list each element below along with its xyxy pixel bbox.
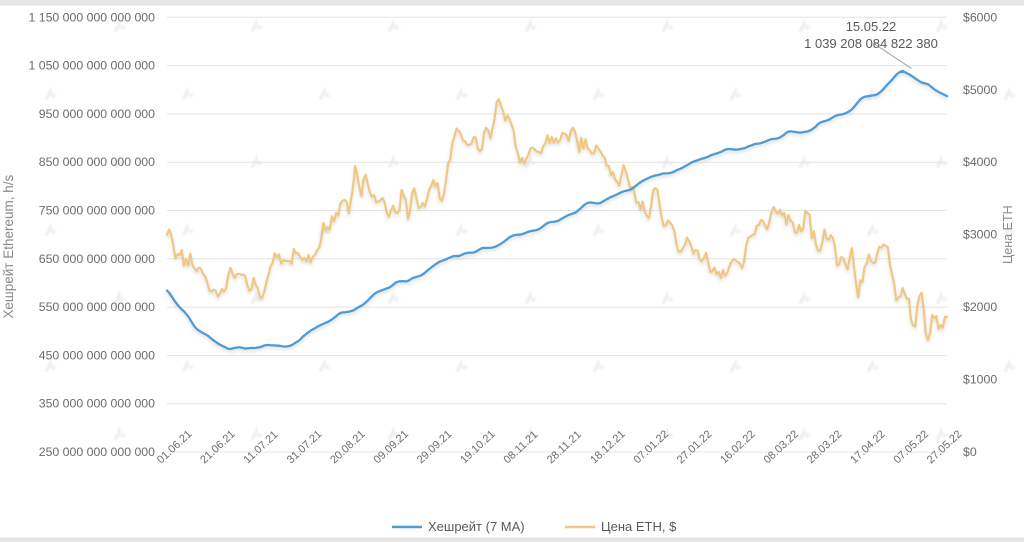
svg-text:250 000 000 000 000: 250 000 000 000 000 [39,445,155,459]
svg-text:550 000 000 000 000: 550 000 000 000 000 [39,300,155,314]
svg-text:31.07.21: 31.07.21 [285,428,325,466]
svg-text:08.03.22: 08.03.22 [762,428,802,466]
svg-text:1 050 000 000 000 000: 1 050 000 000 000 000 [28,59,155,73]
svg-text:850 000 000 000 000: 850 000 000 000 000 [39,155,155,169]
svg-text:350 000 000 000 000: 350 000 000 000 000 [39,397,155,411]
svg-text:$4000: $4000 [963,155,997,169]
svg-text:29.09.21: 29.09.21 [415,428,455,466]
svg-text:15.05.22: 15.05.22 [846,19,897,34]
svg-text:450 000 000 000 000: 450 000 000 000 000 [39,348,155,362]
svg-text:$6000: $6000 [963,10,997,24]
svg-text:27.01.22: 27.01.22 [675,428,715,466]
svg-text:Цена ETH, $: Цена ETH, $ [601,519,677,534]
svg-text:19.10.21: 19.10.21 [458,428,498,466]
svg-text:07.05.22: 07.05.22 [892,428,932,466]
svg-text:Хешрейт (7 MA): Хешрейт (7 MA) [428,519,525,534]
svg-text:$2000: $2000 [963,300,997,314]
svg-text:07.01.22: 07.01.22 [632,428,672,466]
svg-text:$3000: $3000 [963,228,997,242]
svg-text:18.12.21: 18.12.21 [588,428,628,466]
svg-text:21.06.21: 21.06.21 [198,428,238,466]
svg-text:1 150 000 000 000 000: 1 150 000 000 000 000 [28,10,155,24]
svg-text:20.08.21: 20.08.21 [328,428,368,466]
svg-text:$5000: $5000 [963,83,997,97]
svg-text:$0: $0 [963,445,977,459]
svg-text:$1000: $1000 [963,373,997,387]
svg-text:950 000 000 000 000: 950 000 000 000 000 [39,107,155,121]
svg-text:01.06.21: 01.06.21 [155,428,195,466]
svg-text:17.04.22: 17.04.22 [848,428,888,466]
svg-text:1 039 208 084 822 380: 1 039 208 084 822 380 [804,36,938,51]
svg-text:Хешрейт Ethereum, h/s: Хешрейт Ethereum, h/s [1,174,16,318]
svg-text:08.11.21: 08.11.21 [502,429,541,466]
svg-text:650 000 000 000 000: 650 000 000 000 000 [39,252,155,266]
svg-text:16.02.22: 16.02.22 [718,428,758,466]
svg-text:11.07.21: 11.07.21 [242,429,281,466]
svg-text:Цена ETH: Цена ETH [1001,205,1015,264]
svg-text:750 000 000 000 000: 750 000 000 000 000 [39,204,155,218]
svg-text:28.03.22: 28.03.22 [805,428,845,466]
svg-text:28.11.21: 28.11.21 [545,429,584,466]
